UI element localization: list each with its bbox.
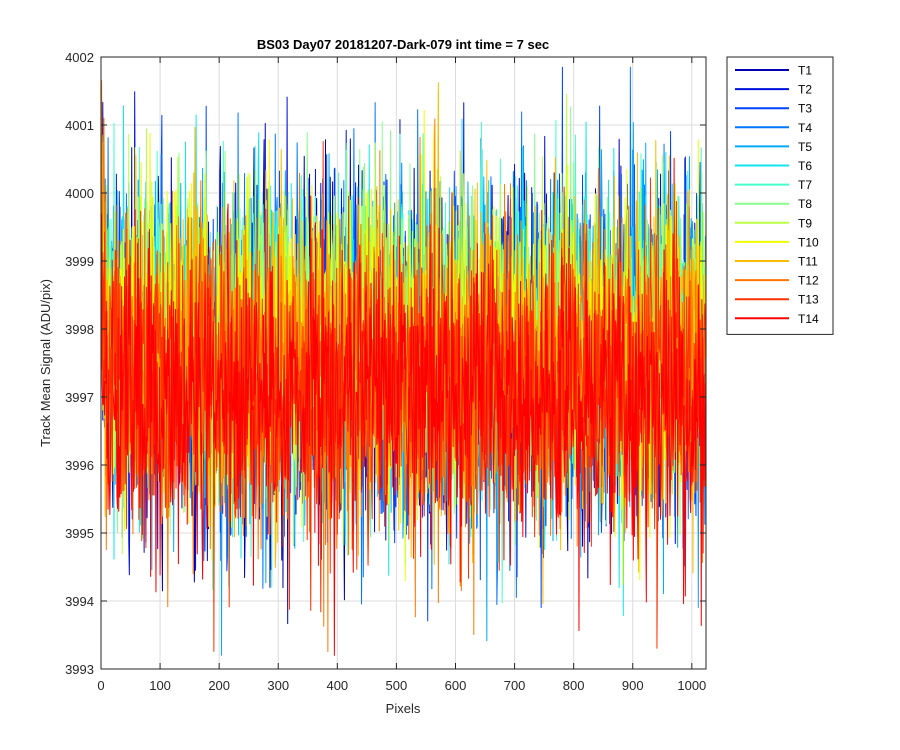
y-tick-label: 3997: [65, 390, 94, 405]
legend-label-t7: T7: [798, 178, 812, 192]
legend-label-t5: T5: [798, 140, 812, 154]
y-tick-label: 3993: [65, 662, 94, 677]
chart-title: BS03 Day07 20181207-Dark-079 int time = …: [257, 37, 549, 52]
x-tick-label: 500: [386, 678, 408, 693]
y-tick-label: 3996: [65, 458, 94, 473]
series-line-t14: [101, 157, 707, 656]
legend-label-t10: T10: [798, 235, 819, 249]
y-tick-label: 4002: [65, 50, 94, 65]
y-tick-label: 3995: [65, 526, 94, 541]
legend-label-t6: T6: [798, 159, 812, 173]
y-tick-label: 4001: [65, 118, 94, 133]
series-line-t13: [101, 140, 707, 652]
legend-label-t3: T3: [798, 102, 812, 116]
series-lines: [101, 66, 707, 656]
x-tick-label: 0: [97, 678, 104, 693]
legend-label-t9: T9: [798, 216, 812, 230]
legend-label-t4: T4: [798, 121, 812, 135]
plot-frame: [100, 56, 707, 670]
x-tick-label: 1000: [677, 678, 706, 693]
x-tick-label: 300: [267, 678, 289, 693]
legend-label-t11: T11: [798, 255, 818, 269]
x-axis-label: Pixels: [386, 701, 421, 716]
axis-ticks: 0 100 200 300 400 500 600 700 800 900 1000 3993 3994…: [65, 50, 706, 693]
y-tick-label: 3999: [65, 254, 94, 269]
x-tick-label: 900: [622, 678, 644, 693]
x-tick-label: 800: [563, 678, 585, 693]
legend-label-t12: T12: [798, 274, 819, 288]
legend-label-t14: T14: [798, 312, 819, 326]
legend-label-t1: T1: [798, 64, 812, 78]
legend-label-t2: T2: [798, 83, 812, 97]
x-tick-label: 600: [445, 678, 467, 693]
y-axis-label: Track Mean Signal (ADU/pix): [38, 279, 53, 447]
legend-box: [726, 56, 834, 335]
x-tick-label: 700: [504, 678, 526, 693]
x-tick-label: 100: [149, 678, 171, 693]
legend-label-t8: T8: [798, 197, 812, 211]
x-tick-label: 400: [326, 678, 348, 693]
y-tick-label: 3998: [65, 322, 94, 337]
legend: T1 T2 T3 T4 T5 T6 T7 T8 T9 T10 T11 T12 T13 T14: [726, 56, 834, 335]
y-tick-label: 4000: [65, 186, 94, 201]
x-tick-label: 200: [208, 678, 230, 693]
legend-label-t13: T13: [798, 293, 819, 307]
y-tick-label: 3994: [65, 594, 94, 609]
